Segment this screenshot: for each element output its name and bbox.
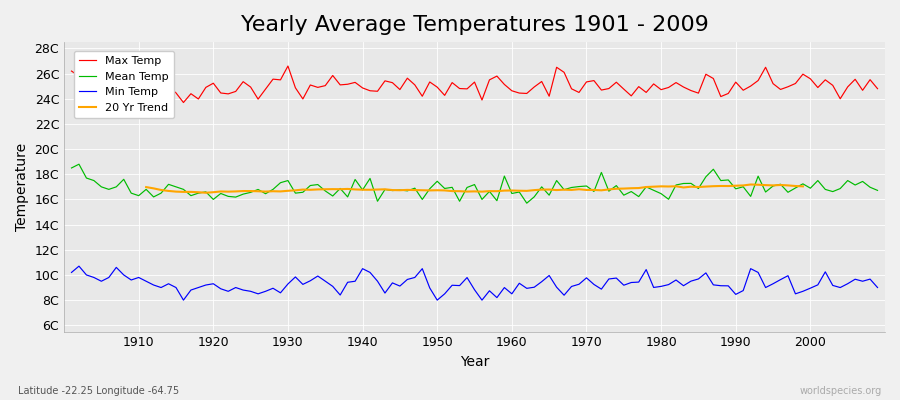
Min Temp xyxy=(178,298,189,302)
Line: Mean Temp: Mean Temp xyxy=(71,164,878,203)
Max Temp xyxy=(350,80,361,85)
Max Temp xyxy=(126,80,137,85)
Mean Temp xyxy=(342,194,353,199)
Mean Temp xyxy=(66,166,77,170)
Min Temp xyxy=(350,279,361,284)
Min Temp xyxy=(305,278,316,283)
20 Yr Trend xyxy=(730,183,741,188)
20 Yr Trend xyxy=(745,182,756,187)
Min Temp xyxy=(66,270,77,275)
Mean Temp xyxy=(872,188,883,193)
Min Temp xyxy=(872,285,883,290)
Mean Temp xyxy=(521,201,532,206)
Mean Temp xyxy=(74,162,85,166)
X-axis label: Year: Year xyxy=(460,355,490,369)
Mean Temp xyxy=(507,191,517,196)
20 Yr Trend xyxy=(140,185,151,190)
Min Temp xyxy=(521,286,532,291)
20 Yr Trend xyxy=(230,189,241,194)
Y-axis label: Temperature: Temperature xyxy=(15,143,29,231)
Min Temp xyxy=(74,264,85,268)
20 Yr Trend xyxy=(402,188,413,192)
20 Yr Trend xyxy=(797,184,808,189)
20 Yr Trend xyxy=(201,190,212,195)
Max Temp xyxy=(611,80,622,85)
Max Temp xyxy=(305,82,316,87)
Max Temp xyxy=(66,69,77,74)
Line: Min Temp: Min Temp xyxy=(71,266,878,300)
Max Temp xyxy=(178,100,189,105)
20 Yr Trend xyxy=(283,188,293,193)
Max Temp xyxy=(514,91,525,96)
Text: Latitude -22.25 Longitude -64.75: Latitude -22.25 Longitude -64.75 xyxy=(18,386,179,396)
Max Temp xyxy=(283,64,293,68)
Mean Temp xyxy=(514,190,525,194)
Mean Temp xyxy=(298,190,309,195)
Title: Yearly Average Temperatures 1901 - 2009: Yearly Average Temperatures 1901 - 2009 xyxy=(240,15,708,35)
Min Temp xyxy=(611,276,622,280)
Text: worldspecies.org: worldspecies.org xyxy=(800,386,882,396)
Min Temp xyxy=(514,281,525,286)
20 Yr Trend xyxy=(215,189,226,194)
Mean Temp xyxy=(611,183,622,188)
Line: 20 Yr Trend: 20 Yr Trend xyxy=(146,184,803,193)
Max Temp xyxy=(872,86,883,91)
Line: Max Temp: Max Temp xyxy=(71,66,878,102)
Mean Temp xyxy=(133,193,144,198)
Min Temp xyxy=(133,275,144,280)
20 Yr Trend xyxy=(484,189,495,194)
Max Temp xyxy=(521,91,532,96)
Legend: Max Temp, Mean Temp, Min Temp, 20 Yr Trend: Max Temp, Mean Temp, Min Temp, 20 Yr Tre… xyxy=(74,50,174,118)
